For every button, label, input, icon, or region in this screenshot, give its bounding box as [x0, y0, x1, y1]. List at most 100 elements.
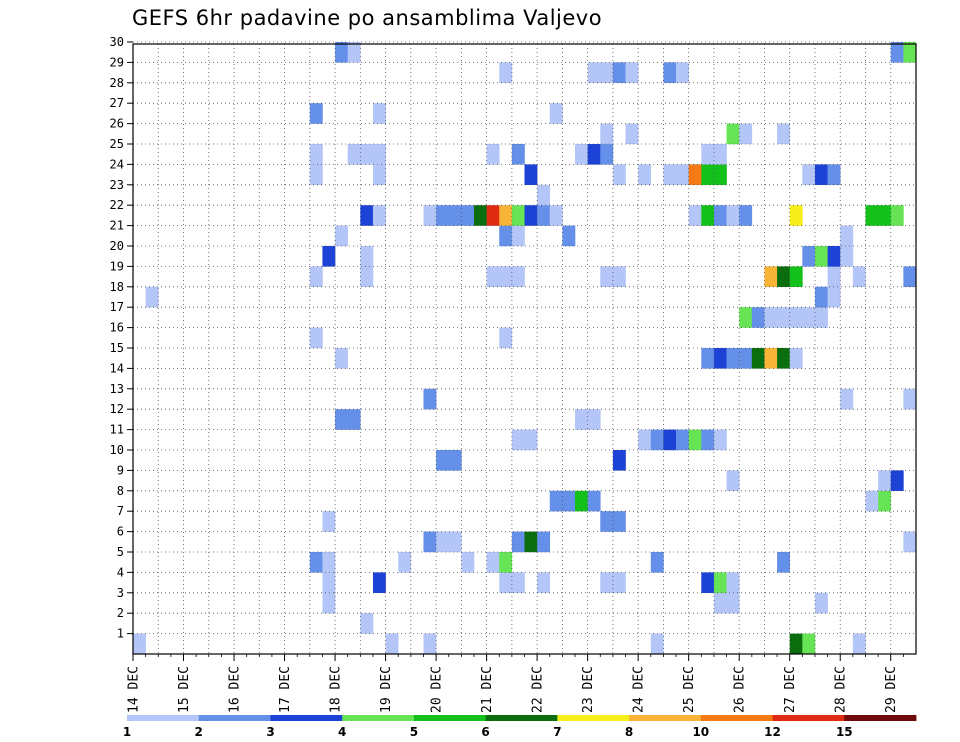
heatmap-cell: [701, 164, 715, 185]
y-tick-label: 26: [110, 117, 124, 131]
y-tick-label: 1: [117, 627, 124, 641]
y-tick-label: 3: [117, 586, 124, 600]
heatmap-cell: [322, 552, 336, 573]
y-tick-label: 2: [117, 606, 124, 620]
heatmap-cell: [423, 531, 437, 553]
heatmap-cell: [322, 592, 336, 614]
y-tick-label: 16: [110, 321, 124, 335]
colorbar-swatch: [127, 715, 200, 721]
heatmap-cell: [461, 205, 475, 226]
data-cells: [133, 42, 917, 655]
y-tick-label: 24: [110, 157, 124, 171]
y-tick-label: 21: [110, 219, 124, 233]
heatmap-cell: [537, 184, 551, 206]
colorbar-label: 2: [195, 725, 203, 739]
heatmap-cell: [587, 490, 601, 512]
heatmap-cell: [600, 511, 614, 532]
heatmap-cell: [436, 205, 450, 226]
heatmap-cell: [878, 470, 892, 491]
heatmap-cell: [612, 572, 626, 593]
heatmap-cell: [385, 633, 399, 655]
heatmap-cell: [347, 144, 361, 165]
heatmap-cell: [650, 552, 664, 573]
heatmap-cell: [511, 531, 525, 553]
heatmap-cell: [612, 266, 626, 287]
heatmap-cell: [701, 429, 715, 451]
heatmap-cell: [701, 205, 715, 226]
colorbar-label: 7: [553, 725, 561, 739]
heatmap-cell: [625, 123, 639, 145]
x-tick-label: 20 DEC: [430, 666, 445, 713]
heatmap-cell: [764, 307, 778, 328]
heatmap-cell: [499, 327, 513, 349]
heatmap-cell: [309, 327, 323, 349]
x-tick-label: 29 DEC: [884, 666, 899, 713]
heatmap-cell: [511, 144, 525, 165]
heatmap-cell: [827, 164, 841, 185]
heatmap-cell: [309, 103, 323, 124]
heatmap-cell: [600, 123, 614, 145]
heatmap-cell: [840, 246, 854, 267]
heatmap-cell: [814, 246, 828, 267]
heatmap-cell: [688, 164, 702, 185]
heatmap-cell: [360, 144, 374, 165]
heatmap-cell: [865, 205, 879, 226]
heatmap-cell: [486, 552, 500, 573]
heatmap-cell: [890, 470, 904, 491]
x-tick-label: 23 DEC: [581, 666, 596, 713]
y-tick-label: 15: [110, 341, 124, 355]
heatmap-cell: [852, 266, 866, 287]
y-tick-label: 12: [110, 402, 124, 416]
y-tick-label: 4: [117, 565, 124, 579]
y-tick-label: 14: [110, 361, 124, 375]
heatmap-cell: [322, 572, 336, 593]
heatmap-cell: [777, 123, 791, 145]
heatmap-cell: [789, 348, 803, 369]
colorbar-swatch: [485, 715, 558, 721]
heatmap-cell: [701, 348, 715, 369]
heatmap-cell: [663, 62, 677, 83]
heatmap-cell: [802, 164, 816, 185]
heatmap-cell: [764, 348, 778, 369]
heatmap-cell: [878, 490, 892, 512]
heatmap-cell: [335, 348, 348, 369]
heatmap-cell: [638, 164, 652, 185]
x-tick-label: 25 DEC: [682, 666, 697, 713]
y-tick-label: 11: [110, 423, 124, 437]
heatmap-cell: [499, 266, 513, 287]
heatmap-cell: [726, 592, 740, 614]
heatmap-cell: [688, 429, 702, 451]
colorbar: 1 2 3 4 5 6 7 8 10 12 15: [123, 715, 917, 739]
heatmap-cell: [448, 205, 462, 226]
x-tick-label: 15 DEC: [177, 666, 192, 713]
colorbar-label: 8: [625, 725, 633, 739]
heatmap-cell: [903, 531, 917, 553]
heatmap-cell: [448, 450, 462, 471]
heatmap-cell: [726, 572, 740, 593]
heatmap-cell: [814, 592, 828, 614]
heatmap-cell: [701, 144, 715, 165]
y-tick-label: 17: [110, 300, 124, 314]
heatmap-cell: [499, 62, 513, 83]
heatmap-cell: [461, 552, 475, 573]
heatmap-cell: [562, 490, 576, 512]
heatmap-cell: [524, 531, 538, 553]
y-tick-label: 20: [110, 239, 124, 253]
heatmap-cell: [751, 307, 765, 328]
heatmap-cell: [499, 205, 513, 226]
heatmap-cell: [713, 572, 727, 593]
heatmap-cell: [789, 205, 803, 226]
heatmap-cell: [423, 205, 437, 226]
heatmap-cell: [600, 62, 614, 83]
heatmap-cell: [650, 633, 664, 655]
heatmap-cell: [372, 103, 386, 124]
heatmap-cell: [789, 633, 803, 655]
heatmap-cell: [562, 225, 576, 247]
heatmap-cell: [777, 348, 791, 369]
heatmap-cell: [890, 205, 904, 226]
heatmap-cell: [511, 572, 525, 593]
heatmap-cell: [865, 490, 879, 512]
heatmap-cell: [133, 633, 146, 655]
heatmap-cell: [360, 613, 374, 634]
heatmap-cell: [739, 123, 753, 145]
